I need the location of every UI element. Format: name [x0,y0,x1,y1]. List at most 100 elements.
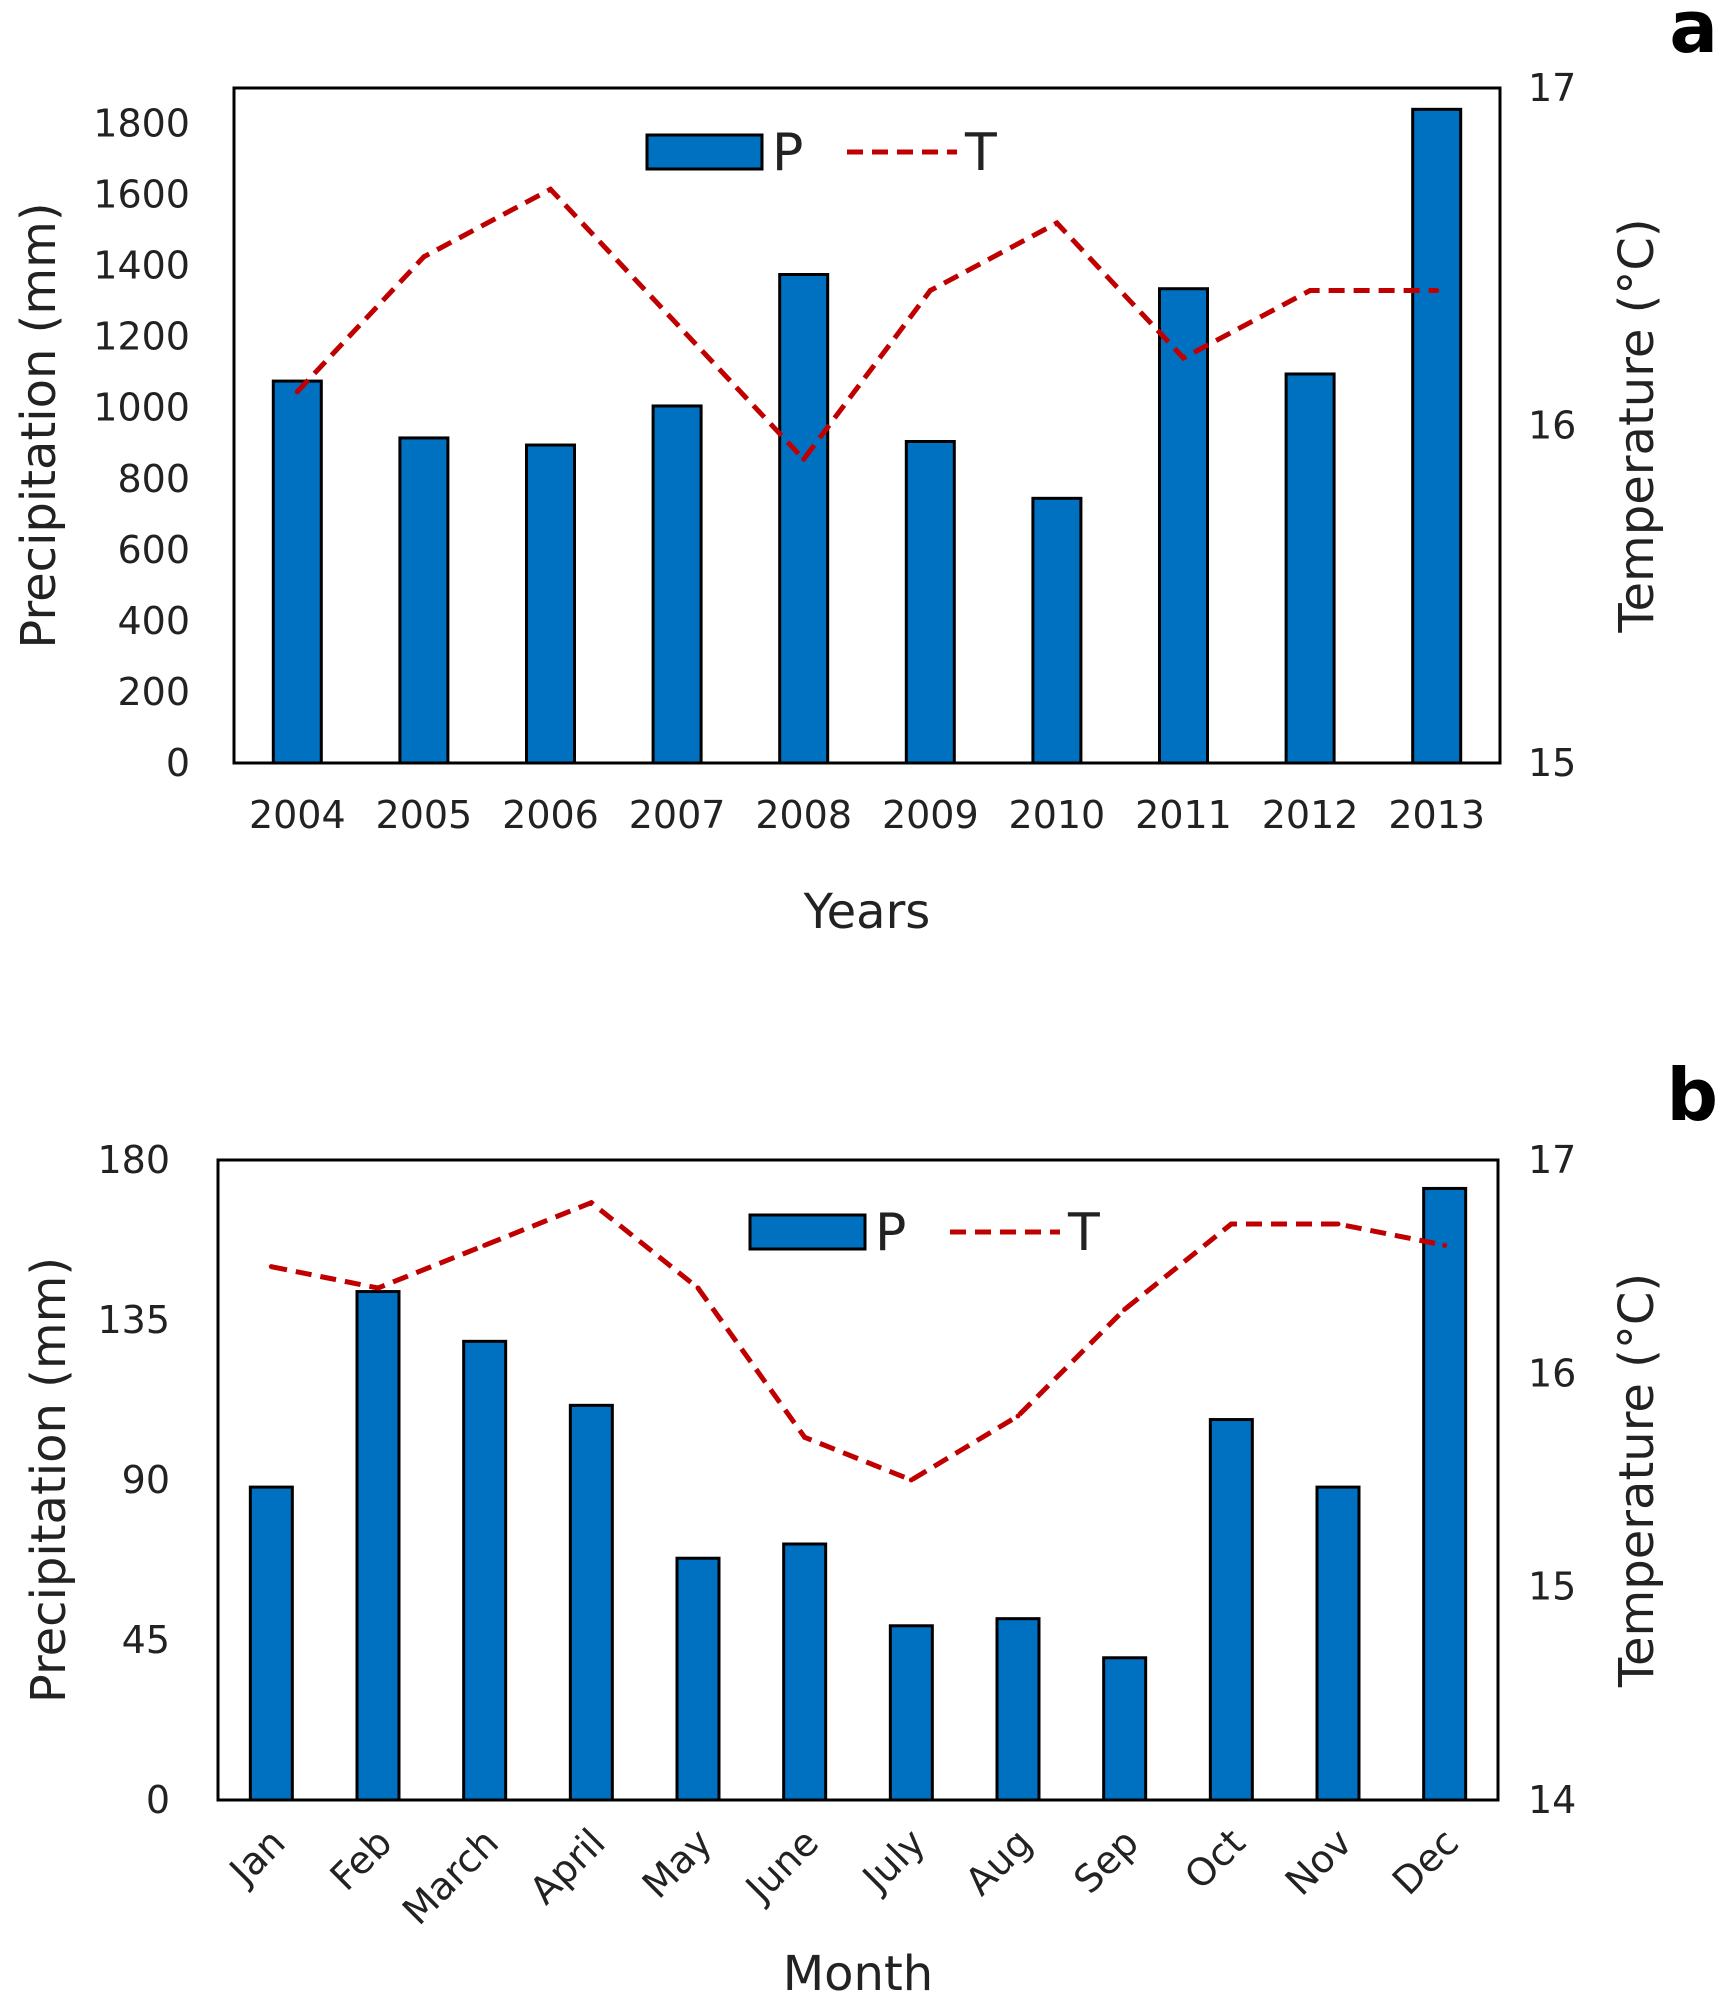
y2-axis-title: Temperature (°C) [1609,218,1665,633]
x-axis-title: Month [783,1946,933,2002]
legend-swatch-P [645,133,764,171]
y-tick-label: 90 [122,1458,170,1502]
point-T-2004 [294,389,300,395]
y-tick-label: 1400 [93,244,190,288]
bar-P-2006 [525,443,576,765]
bar-P-March [462,1339,508,1802]
point-T-April [588,1200,594,1206]
point-T-March [482,1242,488,1248]
bar-P-2005 [398,436,450,765]
panel-label: a [1669,0,1718,69]
x-tick-label: 2009 [882,793,979,837]
bar-P-2008 [778,273,830,765]
bar-P-2009 [904,439,956,765]
bar-P-2012 [1284,372,1336,765]
x-tick-label: April [521,1820,614,1913]
y-tick-label: 180 [97,1138,170,1182]
y2-tick-label: 15 [1528,741,1576,785]
point-T-Feb [375,1285,381,1291]
legend-label-P: P [875,1203,906,1263]
x-tick-label: 2012 [1262,793,1359,837]
bar-P-Sep [1102,1656,1148,1802]
point-T-2010 [1054,220,1060,226]
y-tick-label: 0 [146,1778,170,1822]
bar-P-June [782,1542,828,1802]
x-tick-label: Aug [957,1820,1041,1904]
y2-tick-label: 15 [1528,1565,1576,1609]
legend-label-P: P [772,123,803,183]
bar-P-Nov [1315,1485,1361,1802]
point-T-2006 [548,186,553,192]
x-tick-label: July [853,1820,934,1901]
point-T-May [695,1285,701,1291]
point-T-June [802,1434,808,1440]
point-T-2011 [1181,355,1186,361]
x-tick-label: Feb [322,1820,401,1899]
y-axis-title: Precipitation (mm) [21,1257,77,1703]
x-tick-label: Jan [220,1820,294,1894]
legend-label-T: T [1067,1203,1100,1263]
bar-P-Oct [1208,1418,1254,1802]
point-T-2009 [927,288,933,293]
point-T-Dec [1442,1242,1448,1248]
y-tick-label: 135 [97,1298,170,1342]
x-tick-label: Dec [1384,1820,1467,1903]
series-line-T [295,186,1437,464]
bar-P-2007 [651,404,703,765]
bar-P-May [675,1556,721,1802]
chart-panel-a: a 0 200 400 600 800 1000 1200 1400 1600 1800 15 16 17… [11,0,1718,940]
point-T-2008 [801,456,807,462]
x-tick-label: 2006 [502,793,599,837]
plot-frame [216,1158,1500,1802]
bar-P-April [568,1403,614,1802]
x-tick-label: March [394,1820,507,1933]
y2-tick-label: 16 [1528,1351,1576,1395]
y-tick-label: 0 [166,741,190,785]
y-tick-label: 800 [117,457,190,501]
y2-tick-label: 16 [1528,404,1576,448]
x-tick-label: Sep [1065,1820,1147,1902]
x-tick-label: 2010 [1009,793,1106,837]
point-T-2005 [421,254,427,260]
point-T-2012 [1307,288,1313,293]
y2-tick-label: 14 [1528,1778,1576,1822]
plot-frame [232,86,1502,765]
bar-P-2013 [1411,107,1463,765]
x-tick-label: 2008 [755,793,852,837]
y2-tick-label: 17 [1528,1138,1576,1182]
y2-tick-label: 17 [1528,66,1576,110]
series-line-T [270,1199,1446,1483]
x-tick-label: May [634,1820,721,1907]
x-tick-label: 2004 [249,793,346,837]
point-T-July [908,1477,914,1483]
y-tick-label: 1600 [93,173,190,217]
point-T-Oct [1228,1221,1234,1227]
y-tick-label: 200 [117,670,190,714]
y-tick-label: 45 [122,1618,170,1662]
bar-P-2011 [1158,287,1209,765]
point-T-Jan [268,1264,274,1270]
x-tick-label: 2005 [376,793,473,837]
point-T-2007 [674,321,680,327]
legend-label-T: T [964,123,997,183]
point-T-Aug [1015,1413,1021,1419]
bar-P-Jan [248,1485,294,1802]
point-T-Sep [1122,1306,1128,1312]
x-tick-label: 2013 [1388,793,1485,837]
bar-P-July [888,1624,934,1802]
y-tick-label: 600 [117,528,190,572]
bar-P-2004 [271,379,323,765]
point-T-2013 [1434,288,1440,293]
panel-label: b [1666,1053,1718,1137]
y-tick-label: 1000 [93,386,190,430]
x-tick-label: 2011 [1135,793,1232,837]
y2-axis-title: Temperature (°C) [1609,1273,1665,1688]
x-tick-label: June [736,1820,827,1911]
bar-P-2010 [1031,496,1083,765]
y-tick-label: 1800 [93,102,190,146]
x-tick-label: 2007 [629,793,726,837]
